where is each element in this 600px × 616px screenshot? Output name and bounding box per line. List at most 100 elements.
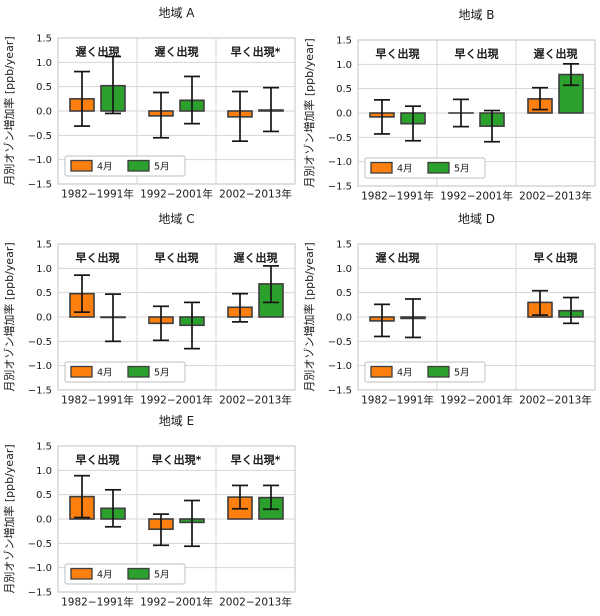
legend: 4月 5月 [65,156,185,176]
chart-title: 地域 A [158,6,195,20]
legend-label: 4月 [397,164,413,175]
y-tick-label: −1.5 [28,180,52,191]
y-tick-label: 1.5 [336,36,352,47]
y-tick-label: 1.0 [336,264,352,275]
y-tick-label: 0.5 [36,490,52,501]
legend-label: 5月 [454,368,470,379]
y-tick-label: 1.0 [36,264,52,275]
y-tick-label: −1.5 [28,386,52,397]
x-tick-label: 2002−2013年 [519,394,592,407]
x-tick-label: 1992−2001年 [440,394,513,407]
chart-region-a: 地域 A 月別オゾン増加率 [ppb/year] 1.5 1.0 0.5 0.0 −0.5 −… [0,0,300,204]
group-annotation: 遅く出現 [376,251,420,265]
chart-title: 地域 D [458,212,495,226]
legend-swatch-4月 [71,569,92,580]
group-annotation: 早く出現 [155,251,199,265]
x-tick-label: 1982−1991年 [361,394,434,407]
legend-label: 5月 [154,570,170,581]
y-tick-label: −1.5 [328,182,352,193]
y-tick-label: 0.0 [36,313,52,324]
group-annotation: 早く出現 [376,47,420,61]
legend-swatch-5月 [428,367,449,378]
group-annotation: 遅く出現 [155,45,199,59]
legend-label: 5月 [154,368,170,379]
y-tick-label: 0.0 [336,313,352,324]
y-tick-label: −1.0 [28,155,52,166]
group-annotation: 早く出現 [76,251,120,265]
y-tick-label: −0.5 [28,131,52,142]
legend: 4月 5月 [365,362,485,382]
y-tick-label: 0.0 [36,107,52,118]
y-tick-label: 1.0 [336,60,352,71]
x-tick-label: 1982−1991年 [61,596,134,609]
y-tick-label: −0.5 [28,539,52,550]
bars [370,302,583,320]
x-tick-label: 1992−2001年 [140,394,213,407]
legend-swatch-4月 [71,161,92,172]
x-tick-label: 2002−2013年 [219,188,292,201]
legend-label: 4月 [397,368,413,379]
legend-label: 5月 [154,162,170,173]
y-axis-label: 月別オゾン増加率 [ppb/year] [302,242,316,391]
group-annotation: 早く出現 [534,251,578,265]
y-tick-label: −1.0 [28,563,52,574]
chart-title: 地域 C [158,212,194,226]
y-tick-label: −1.5 [28,588,52,599]
x-tick-label: 1992−2001年 [140,188,213,201]
y-tick-label: 0.0 [336,109,352,120]
y-tick-label: 1.5 [36,240,52,251]
bars [70,86,283,117]
x-tick-label: 1992−2001年 [440,190,513,203]
y-tick-label: 0.5 [336,84,352,95]
y-axis-label: 月別オゾン増加率 [ppb/year] [302,38,316,187]
y-tick-label: 0.5 [36,288,52,299]
x-tick-label: 1982−1991年 [61,188,134,201]
x-tick-label: 2002−2013年 [219,394,292,407]
x-tick-label: 1992−2001年 [140,596,213,609]
y-tick-label: 1.0 [36,466,52,477]
group-annotation: 早く出現* [231,45,281,59]
legend-label: 4月 [97,162,113,173]
y-tick-label: 0.0 [36,515,52,526]
y-tick-label: 1.5 [336,240,352,251]
group-annotation: 遅く出現 [534,47,578,61]
group-annotation: 早く出現* [231,453,281,467]
x-tick-label: 2002−2013年 [519,190,592,203]
group-annotation: 遅く出現 [234,251,278,265]
legend-label: 4月 [97,570,113,581]
y-tick-label: −0.5 [28,337,52,348]
group-annotation: 早く出現 [76,453,120,467]
legend-swatch-4月 [371,163,392,174]
y-tick-label: 1.5 [36,34,52,45]
bars [70,284,283,325]
y-tick-label: 0.5 [336,288,352,299]
legend: 4月 5月 [65,564,185,584]
x-tick-label: 2002−2013年 [219,596,292,609]
y-tick-label: 1.0 [36,58,52,69]
y-tick-label: 0.5 [36,82,52,93]
y-tick-label: −1.0 [328,157,352,168]
legend-swatch-4月 [71,367,92,378]
legend-swatch-5月 [428,163,449,174]
legend-swatch-5月 [128,161,149,172]
legend: 4月 5月 [65,362,185,382]
y-axis-label: 月別オゾン増加率 [ppb/year] [2,36,16,185]
y-axis-label: 月別オゾン増加率 [ppb/year] [2,444,16,593]
x-tick-label: 1982−1991年 [61,394,134,407]
y-tick-label: −1.0 [28,361,52,372]
chart-svg: 地域 A 月別オゾン増加率 [ppb/year] 1.5 1.0 0.5 0.0 −0.5 −… [0,0,300,204]
y-tick-label: 1.5 [36,442,52,453]
bars [370,75,583,127]
chart-title: 地域 B [458,8,494,22]
y-tick-label: −0.5 [328,337,352,348]
legend-label: 4月 [97,368,113,379]
